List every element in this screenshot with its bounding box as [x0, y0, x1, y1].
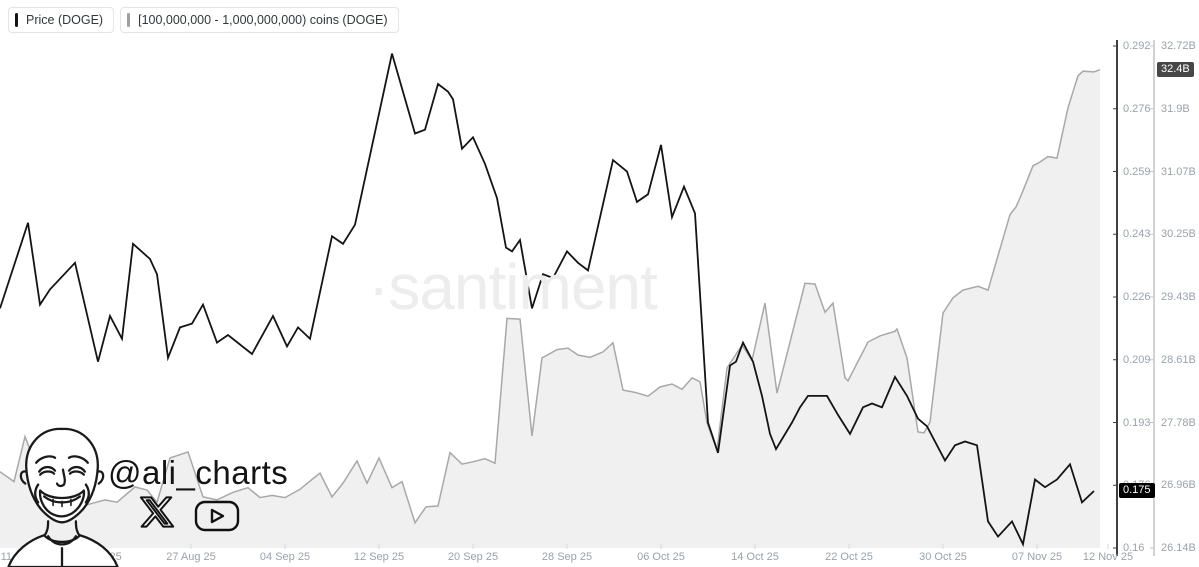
price-tick-label: 0.209: [1123, 353, 1151, 366]
price-tick-label: 0.226: [1123, 291, 1151, 303]
author-overlay: @ali_charts: [0, 418, 320, 567]
date-tick-label: 30 Oct 25: [919, 551, 967, 563]
supply-tick-label: 28.61B: [1161, 353, 1196, 366]
supply-tick-label: 26.96B: [1161, 479, 1196, 492]
supply-line: [0, 68, 1101, 525]
price-tick-label: 0.243: [1123, 228, 1151, 241]
supply-tick-label: 31.07B: [1161, 165, 1196, 178]
price-line: [0, 53, 1095, 548]
date-tick-label: 14 Oct 25: [731, 551, 779, 563]
date-tick-label: 20 Sep 25: [447, 551, 499, 563]
author-avatar: [7, 427, 119, 567]
price-tick-label: 0.276: [1123, 102, 1151, 115]
santiment-watermark: ·santiment: [368, 251, 658, 323]
date-tick-label: 07 Nov 25: [1011, 551, 1063, 563]
legend-label-price: Price (DOGE): [26, 13, 104, 27]
x-logo-icon[interactable]: [138, 494, 176, 530]
price-tick-label: 0.193: [1123, 416, 1151, 429]
supply-area-fill: [0, 69, 1100, 548]
date-tick-label: 12 Sep 25: [353, 551, 405, 563]
date-tick-label: 28 Sep 25: [541, 551, 593, 563]
date-tick-label: 04 Sep 25: [259, 551, 311, 563]
date-tick-label: 06 Oct 25: [637, 551, 685, 563]
legend-chip-price[interactable]: Price (DOGE): [8, 7, 115, 33]
legend: Price (DOGE) [100,000,000 - 1,000,000,00…: [8, 7, 399, 33]
supply-current-badge: 32.4B: [1157, 62, 1194, 78]
price-tick-label: 0.16: [1123, 542, 1145, 554]
supply-tick-label: 27.78B: [1161, 416, 1196, 429]
price-series-swatch: [15, 13, 18, 27]
supply-series-swatch: [127, 13, 131, 27]
author-handle: @ali_charts: [108, 454, 289, 491]
supply-tick-label: 26.14B: [1161, 542, 1196, 554]
date-tick-label: 27 Aug 25: [166, 551, 216, 563]
youtube-icon[interactable]: [194, 500, 240, 532]
supply-tick-label: 31.9B: [1161, 102, 1190, 115]
supply-tick-label: 30.25B: [1161, 228, 1196, 241]
price-current-badge: 0.175: [1119, 482, 1155, 498]
price-tick-label: 0.259: [1123, 165, 1151, 178]
legend-label-supply: [100,000,000 - 1,000,000,000) coins (DOG…: [138, 13, 388, 27]
supply-tick-label: 32.72B: [1161, 40, 1196, 52]
legend-chip-supply[interactable]: [100,000,000 - 1,000,000,000) coins (DOG…: [120, 7, 399, 33]
supply-tick-label: 29.43B: [1161, 291, 1196, 303]
date-tick-label: 12 Nov 25: [1082, 551, 1134, 563]
date-tick-label: 22 Oct 25: [825, 551, 873, 563]
price-tick-label: 0.292: [1123, 40, 1151, 52]
